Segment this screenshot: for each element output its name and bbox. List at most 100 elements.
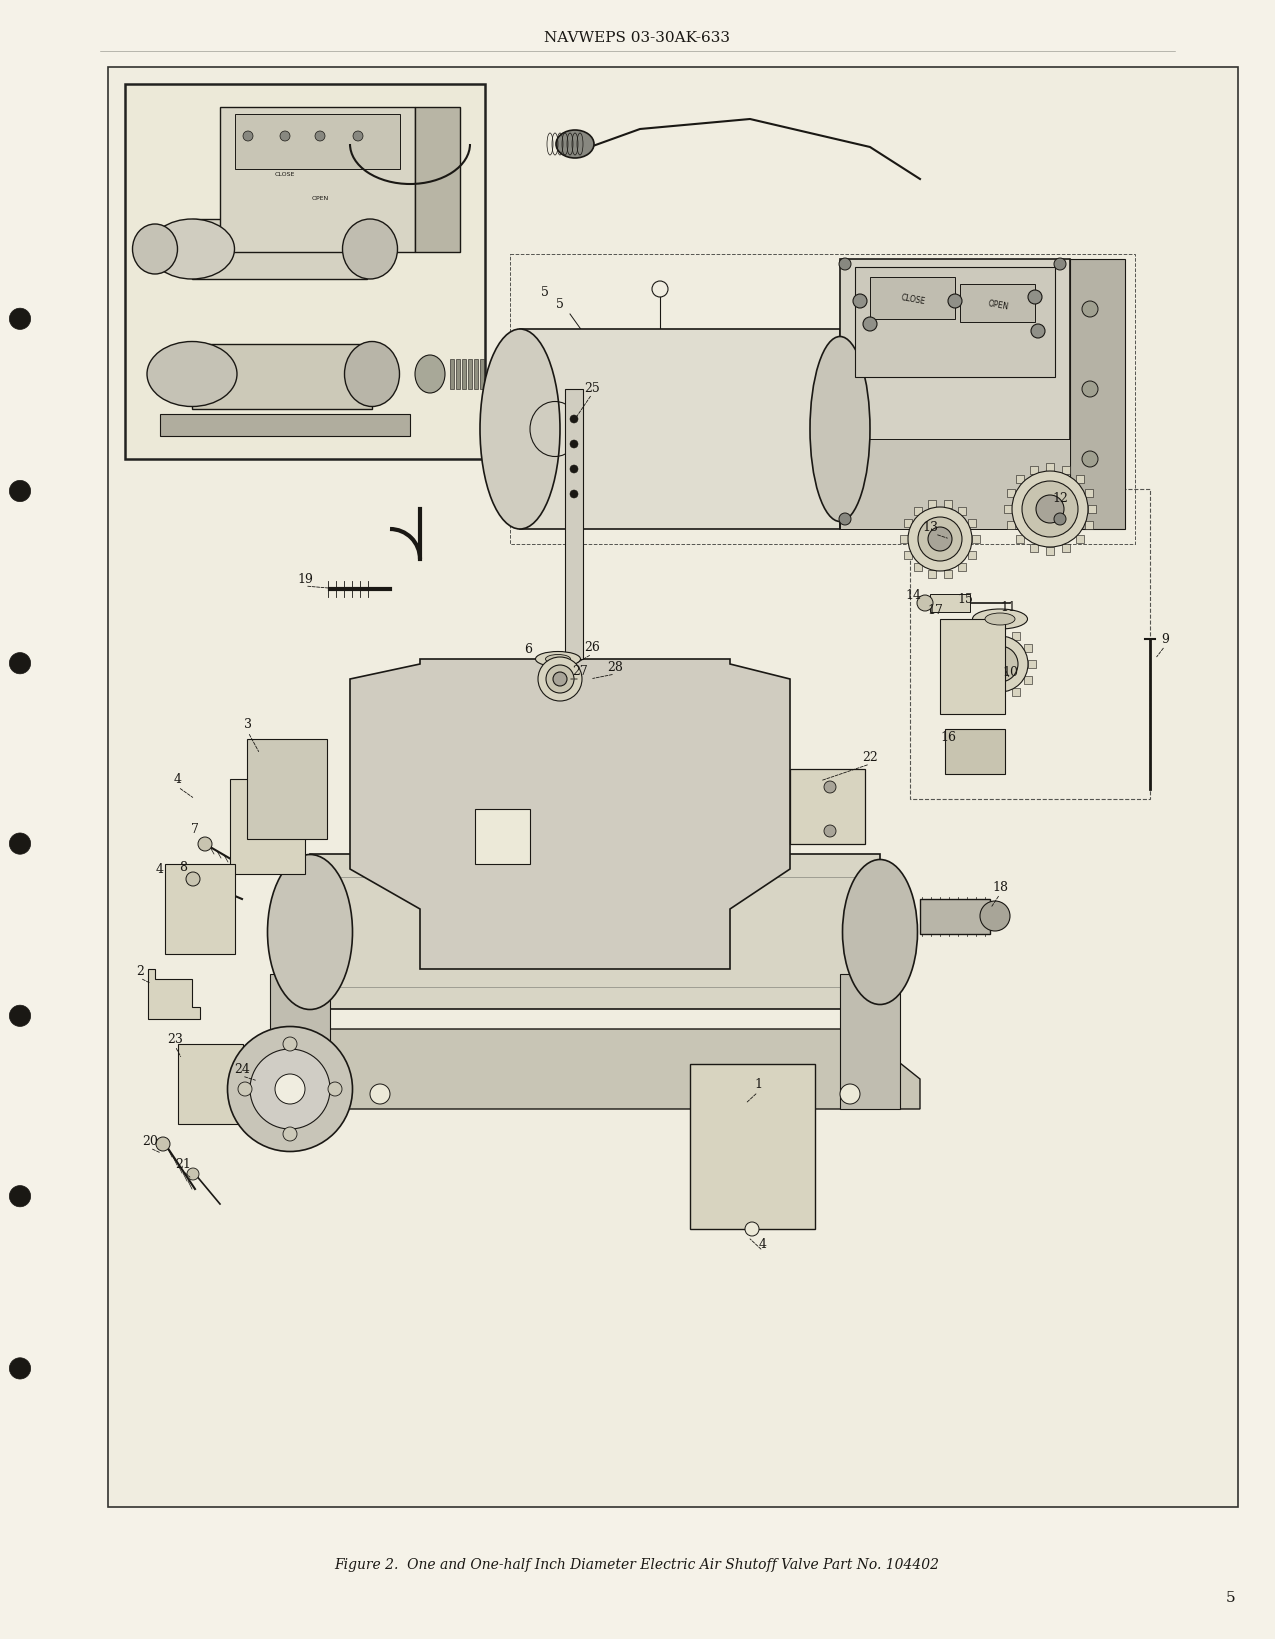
Polygon shape bbox=[351, 659, 790, 969]
Ellipse shape bbox=[810, 338, 870, 523]
Circle shape bbox=[1082, 302, 1098, 318]
Bar bbox=[945, 729, 1005, 775]
Bar bbox=[959, 508, 966, 516]
Bar bbox=[870, 279, 955, 320]
Circle shape bbox=[186, 872, 200, 887]
Bar bbox=[944, 570, 952, 579]
Ellipse shape bbox=[227, 1028, 352, 1152]
Circle shape bbox=[853, 295, 867, 308]
Circle shape bbox=[156, 1137, 170, 1151]
Bar bbox=[1085, 490, 1093, 498]
Bar bbox=[929, 595, 970, 613]
Bar bbox=[928, 500, 936, 508]
Circle shape bbox=[1028, 290, 1042, 305]
Text: 28: 28 bbox=[607, 661, 623, 674]
Bar bbox=[510, 254, 1135, 544]
Text: 24: 24 bbox=[235, 1062, 250, 1075]
Bar bbox=[968, 677, 977, 685]
Bar bbox=[1030, 467, 1038, 475]
Bar bbox=[1028, 661, 1037, 669]
Text: 11: 11 bbox=[1000, 602, 1016, 615]
Ellipse shape bbox=[843, 860, 918, 1005]
Bar bbox=[968, 644, 977, 652]
Bar bbox=[964, 661, 972, 669]
Bar bbox=[456, 361, 460, 390]
Ellipse shape bbox=[973, 610, 1028, 629]
Circle shape bbox=[908, 508, 972, 572]
Bar bbox=[969, 520, 977, 528]
Circle shape bbox=[972, 636, 1028, 693]
Circle shape bbox=[1037, 495, 1065, 524]
Text: 14: 14 bbox=[905, 588, 921, 602]
Bar bbox=[450, 361, 454, 390]
Bar bbox=[959, 564, 966, 572]
Bar bbox=[221, 108, 414, 252]
Circle shape bbox=[1031, 325, 1046, 339]
Bar bbox=[1062, 467, 1070, 475]
Bar bbox=[462, 361, 465, 390]
Text: 20: 20 bbox=[142, 1134, 158, 1147]
Polygon shape bbox=[148, 969, 200, 1019]
Text: 9: 9 bbox=[1162, 633, 1169, 646]
Bar bbox=[790, 770, 864, 844]
Circle shape bbox=[863, 318, 877, 331]
Bar bbox=[1012, 688, 1020, 697]
Bar bbox=[980, 633, 988, 641]
Bar bbox=[980, 688, 988, 697]
Circle shape bbox=[1082, 452, 1098, 467]
Bar bbox=[164, 864, 235, 954]
Text: 5: 5 bbox=[556, 298, 564, 311]
Bar bbox=[230, 780, 305, 875]
Circle shape bbox=[9, 1006, 31, 1026]
Ellipse shape bbox=[986, 613, 1015, 626]
Circle shape bbox=[928, 528, 952, 552]
Bar bbox=[468, 361, 472, 390]
Circle shape bbox=[244, 131, 252, 143]
Text: CLOSE: CLOSE bbox=[900, 293, 926, 306]
Circle shape bbox=[982, 647, 1017, 682]
Circle shape bbox=[570, 441, 578, 449]
Circle shape bbox=[9, 834, 31, 854]
Circle shape bbox=[745, 1223, 759, 1236]
Text: OPEN: OPEN bbox=[311, 195, 329, 200]
Bar bbox=[972, 536, 980, 544]
Bar bbox=[520, 329, 840, 529]
Ellipse shape bbox=[479, 329, 560, 529]
Circle shape bbox=[9, 482, 31, 502]
Bar bbox=[840, 975, 900, 1110]
Circle shape bbox=[300, 1085, 320, 1105]
Ellipse shape bbox=[147, 343, 237, 406]
Bar bbox=[1076, 536, 1084, 544]
Circle shape bbox=[546, 665, 574, 693]
Bar bbox=[310, 854, 880, 1010]
Bar bbox=[680, 1080, 685, 1085]
Bar bbox=[1076, 475, 1084, 484]
Bar bbox=[247, 739, 326, 839]
Text: 3: 3 bbox=[244, 718, 252, 731]
Text: 6: 6 bbox=[524, 642, 532, 656]
Ellipse shape bbox=[268, 856, 352, 1010]
Text: NAVWEPS 03-30AK-633: NAVWEPS 03-30AK-633 bbox=[544, 31, 731, 44]
Circle shape bbox=[917, 595, 933, 611]
Text: 2: 2 bbox=[136, 965, 144, 978]
Bar bbox=[1007, 521, 1015, 529]
Bar bbox=[108, 67, 1238, 1508]
Bar bbox=[840, 439, 1070, 529]
Bar bbox=[565, 390, 583, 659]
Bar bbox=[840, 261, 1070, 529]
Bar bbox=[479, 361, 484, 390]
Bar bbox=[1070, 261, 1125, 529]
Circle shape bbox=[328, 1082, 342, 1096]
Ellipse shape bbox=[133, 225, 177, 275]
Bar bbox=[1003, 506, 1012, 513]
Ellipse shape bbox=[546, 656, 570, 664]
Circle shape bbox=[538, 657, 581, 701]
Text: 13: 13 bbox=[922, 521, 938, 534]
Text: OPEN: OPEN bbox=[987, 298, 1009, 311]
Bar bbox=[904, 551, 912, 559]
Bar bbox=[928, 570, 936, 579]
Circle shape bbox=[1054, 513, 1066, 526]
Circle shape bbox=[283, 1128, 297, 1141]
Circle shape bbox=[353, 131, 363, 143]
Bar bbox=[1016, 536, 1024, 544]
